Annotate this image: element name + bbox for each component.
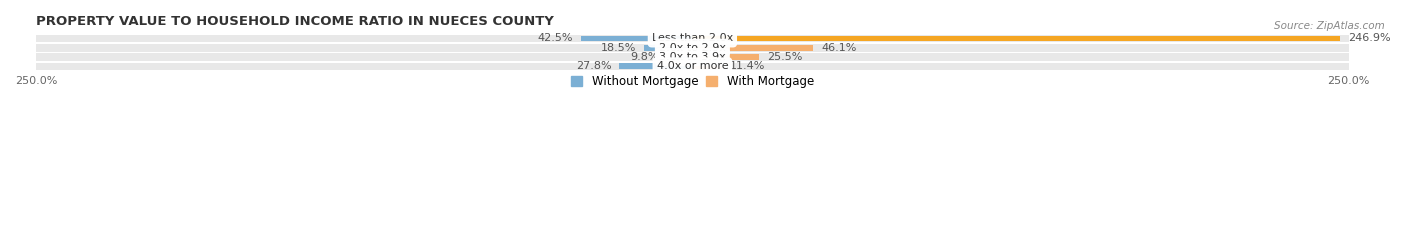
Bar [620,63,692,69]
Bar [37,35,1348,42]
Legend: Without Mortgage, With Mortgage: Without Mortgage, With Mortgage [567,71,818,93]
Bar [37,44,1348,51]
Bar [692,36,1340,41]
Text: 4.0x or more: 4.0x or more [657,61,728,71]
Text: 9.8%: 9.8% [630,52,659,62]
Bar [692,45,814,51]
Text: 18.5%: 18.5% [600,43,636,53]
Bar [666,54,692,60]
Text: 42.5%: 42.5% [537,34,574,43]
Bar [692,63,723,69]
Text: 3.0x to 3.9x: 3.0x to 3.9x [659,52,725,62]
Text: 46.1%: 46.1% [821,43,856,53]
Text: 246.9%: 246.9% [1348,34,1391,43]
Bar [37,62,1348,70]
Bar [644,45,692,51]
Bar [37,53,1348,61]
Text: Less than 2.0x: Less than 2.0x [652,34,733,43]
Text: PROPERTY VALUE TO HOUSEHOLD INCOME RATIO IN NUECES COUNTY: PROPERTY VALUE TO HOUSEHOLD INCOME RATIO… [37,15,554,28]
Text: Source: ZipAtlas.com: Source: ZipAtlas.com [1274,21,1385,31]
Text: 25.5%: 25.5% [768,52,803,62]
Text: 27.8%: 27.8% [576,61,612,71]
Text: 11.4%: 11.4% [730,61,765,71]
Text: 2.0x to 2.9x: 2.0x to 2.9x [659,43,725,53]
Bar [692,54,759,60]
Bar [581,36,692,41]
